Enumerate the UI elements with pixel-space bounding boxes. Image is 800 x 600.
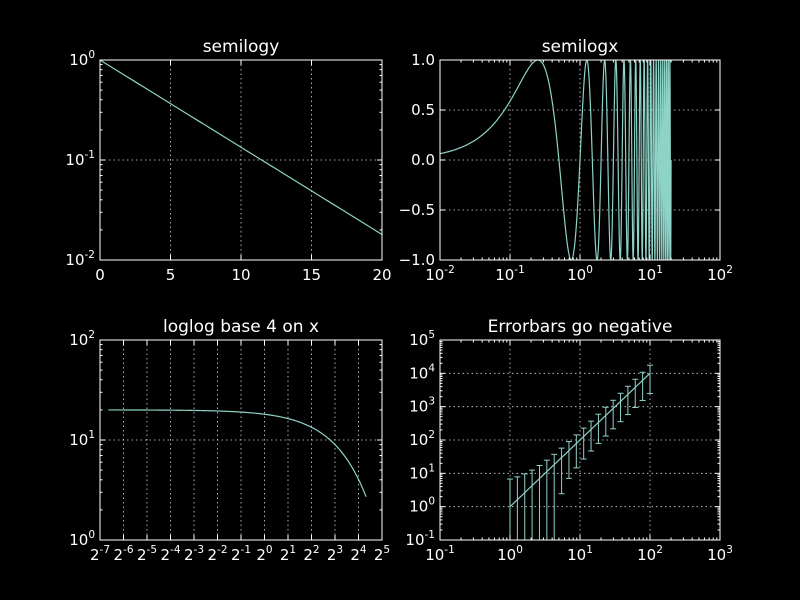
y-tick-label: 10-1	[65, 149, 95, 169]
y-tick-label: 1.0	[411, 51, 435, 69]
y-tick-label: 102	[69, 329, 95, 349]
x-tick-label: 2-1	[231, 544, 251, 564]
series-line	[509, 372, 651, 508]
y-tick-label: 101	[409, 462, 435, 482]
y-tick-label: 103	[409, 396, 435, 416]
chart-title: semilogy	[203, 37, 280, 57]
y-tick-label: 100	[69, 529, 95, 549]
x-tick-label: 100	[497, 544, 523, 564]
chart-title: loglog base 4 on x	[163, 317, 319, 337]
y-tick-label: −0.5	[399, 201, 435, 219]
x-tick-label: 25	[374, 544, 390, 564]
y-tick-label: −1.0	[399, 251, 435, 269]
y-tick-label: 0.0	[411, 151, 435, 169]
y-tick-label: 100	[409, 496, 435, 516]
panel-loglog: loglog base 4 on x2-7 2-6 2-5 2-4 2-3 2-2 2-1 2…	[69, 317, 390, 564]
data-layer	[108, 409, 367, 497]
y-tick-label: 10-2	[65, 249, 95, 269]
series-line	[440, 60, 672, 260]
x-tick-label: 22	[303, 544, 319, 564]
x-tick-label: 101	[637, 264, 663, 284]
x-tick-label: 10-2	[425, 264, 455, 284]
x-tick-label: 20	[372, 266, 391, 284]
x-tick-label: 10-1	[495, 264, 525, 284]
x-tick-label: 2-7	[90, 544, 110, 564]
x-tick-label: 23	[327, 544, 343, 564]
x-tick-label: 102	[707, 264, 733, 284]
series-line	[108, 409, 367, 497]
data-layer	[100, 60, 382, 235]
x-tick-label: 15	[302, 266, 321, 284]
y-tick-label: 100	[69, 49, 95, 69]
panel-errorbars: Errorbars go negative 10-1 100 101 102 103 10-…	[405, 317, 733, 564]
x-tick-label: 0	[95, 266, 105, 284]
x-tick-label: 21	[280, 544, 296, 564]
y-tick-label: 101	[69, 429, 95, 449]
y-tick-label: 0.5	[411, 101, 435, 119]
y-tick-label: 105	[409, 329, 435, 349]
y-tick-label: 10-1	[405, 529, 435, 549]
data-layer	[440, 60, 672, 260]
y-tick-label: 104	[409, 362, 435, 382]
x-tick-label: 100	[567, 264, 593, 284]
data-layer	[507, 364, 653, 540]
x-tick-label: 101	[567, 544, 593, 564]
x-tick-label: 2-4	[160, 544, 180, 564]
series-line	[100, 60, 382, 235]
x-tick-label: 24	[350, 544, 367, 564]
x-tick-label: 5	[166, 266, 176, 284]
x-tick-label: 2-2	[207, 544, 227, 564]
x-tick-label: 2-3	[184, 544, 204, 564]
x-tick-label: 2-5	[137, 544, 157, 564]
y-tick-label: 102	[409, 429, 435, 449]
x-tick-label: 103	[707, 544, 733, 564]
x-tick-label: 10-1	[425, 544, 455, 564]
chart-title: Errorbars go negative	[488, 317, 673, 337]
x-tick-label: 10	[231, 266, 250, 284]
x-tick-label: 2-6	[113, 544, 133, 564]
x-tick-label: 102	[637, 544, 663, 564]
chart-title: semilogx	[542, 37, 619, 57]
panel-semilogx: semilogx 10-2 10-1 100 101 102 −1.0 −0.5 0.0 0.5 1…	[399, 37, 733, 284]
x-tick-label: 20	[256, 544, 272, 564]
panel-semilogy: semilogy 0 5 10 15 20 10-2 10-1 100	[65, 37, 391, 284]
